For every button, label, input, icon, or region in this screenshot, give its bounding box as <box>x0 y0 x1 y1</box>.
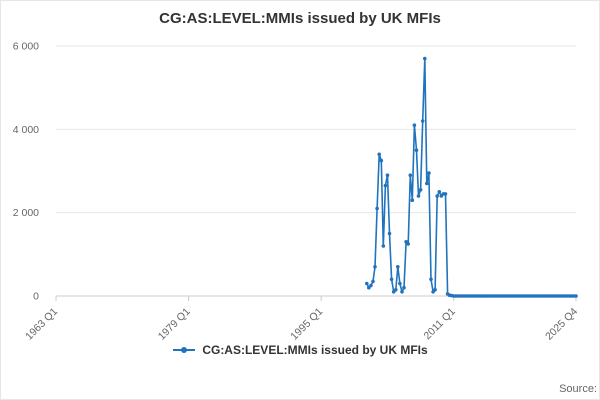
series-marker <box>371 279 375 284</box>
series-marker <box>416 194 421 198</box>
series-marker <box>423 56 427 61</box>
series-marker <box>410 198 415 202</box>
x-tick-label: 2025 Q4 <box>543 306 580 341</box>
series-marker <box>396 265 400 269</box>
series-line <box>365 57 577 297</box>
series-marker <box>429 277 433 282</box>
series-marker <box>414 148 419 152</box>
y-tick-label: 2 000 <box>13 207 39 219</box>
series-marker <box>437 190 442 194</box>
series-marker <box>443 192 448 196</box>
series-marker <box>420 119 425 123</box>
y-tick-label: 4 000 <box>13 124 39 136</box>
x-tick-label: 1963 Q1 <box>23 306 60 341</box>
legend: CG:AS:LEVEL:MMIs issued by UK MFIs <box>1 343 599 357</box>
y-tick-label: 0 <box>33 291 39 303</box>
series-marker <box>377 152 382 157</box>
series-marker <box>406 242 411 246</box>
series-marker <box>383 183 388 188</box>
series-marker <box>402 285 406 290</box>
series-marker <box>365 281 369 286</box>
x-tick-label: 1979 Q1 <box>156 306 193 341</box>
series-marker <box>387 231 392 236</box>
series-marker <box>381 244 386 248</box>
series-marker <box>389 277 394 282</box>
series-marker <box>412 123 417 127</box>
series-marker <box>418 188 423 192</box>
series-marker <box>373 265 377 269</box>
legend-label: CG:AS:LEVEL:MMIs issued by UK MFIs <box>202 343 428 357</box>
series-marker <box>425 181 429 186</box>
series-marker <box>433 288 437 292</box>
series-marker <box>379 158 384 163</box>
series-marker <box>400 290 404 294</box>
series-marker <box>369 283 373 288</box>
x-tick-label: 2011 Q1 <box>421 306 458 341</box>
series-marker <box>398 281 402 286</box>
plot-area: 0 2 000 4 000 6 000 1963 Q1 1979 Q1 1995 Q1 201… <box>13 41 581 342</box>
y-tick-label: 6 000 <box>13 41 39 53</box>
legend-item[interactable]: CG:AS:LEVEL:MMIs issued by UK MFIs <box>172 343 428 357</box>
source-note: Source: <box>559 383 597 395</box>
x-tick-label: 1995 Q1 <box>288 306 325 341</box>
series-marker <box>375 206 379 211</box>
series-marker <box>427 171 431 175</box>
series-marker <box>435 194 440 198</box>
legend-marker-icon <box>173 347 196 353</box>
series-marker <box>574 294 578 298</box>
series-marker <box>408 173 413 177</box>
series-marker <box>394 288 398 292</box>
series-marker <box>385 173 390 177</box>
chart-title: CG:AS:LEVEL:MMIs issued by UK MFIs <box>159 10 441 27</box>
